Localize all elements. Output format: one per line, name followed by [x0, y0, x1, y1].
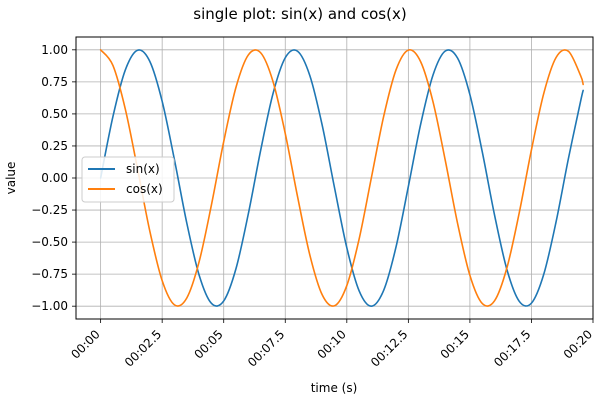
series-line-sin [99, 49, 584, 307]
x-tick-label: 00:15 [438, 327, 472, 361]
x-axis-label: time (s) [311, 381, 358, 395]
legend: sin(x) cos(x) [81, 156, 175, 203]
chart-title: single plot: sin(x) and cos(x) [193, 5, 406, 23]
x-tick-label: 00:07.5 [245, 327, 287, 369]
x-tick-label: 00:00 [68, 327, 102, 361]
y-tick-label: −0.25 [31, 203, 68, 217]
x-tick-label: 00:17.5 [491, 327, 533, 369]
y-tick-label: −0.75 [31, 267, 68, 281]
x-axis-ticks: 00:00 00:02.5 00:05 00:07.5 00:10 00:12.5 00:1… [68, 319, 595, 370]
series-line-cos [99, 49, 584, 307]
y-tick-label: −0.50 [31, 235, 68, 249]
y-axis-ticks: 1.00 0.75 0.50 0.25 0.00 −0.25 −0.50 −0.75 −1.00 [31, 43, 76, 313]
y-tick-label: −1.00 [31, 299, 68, 313]
x-tick-label: 00:20 [561, 327, 595, 361]
x-tick-label: 00:12.5 [368, 327, 410, 369]
y-tick-label: 0.00 [41, 171, 68, 185]
y-tick-label: 1.00 [41, 43, 68, 57]
x-tick-label: 00:02.5 [122, 327, 164, 369]
legend-label-sin: sin(x) [126, 162, 160, 176]
x-tick-label: 00:05 [191, 327, 225, 361]
series-lines [99, 49, 584, 307]
y-axis-label: value [4, 162, 18, 195]
y-tick-label: 0.50 [41, 107, 68, 121]
legend-label-cos: cos(x) [126, 182, 163, 196]
y-tick-label: 0.25 [41, 139, 68, 153]
x-tick-label: 00:10 [315, 327, 349, 361]
y-tick-label: 0.75 [41, 75, 68, 89]
